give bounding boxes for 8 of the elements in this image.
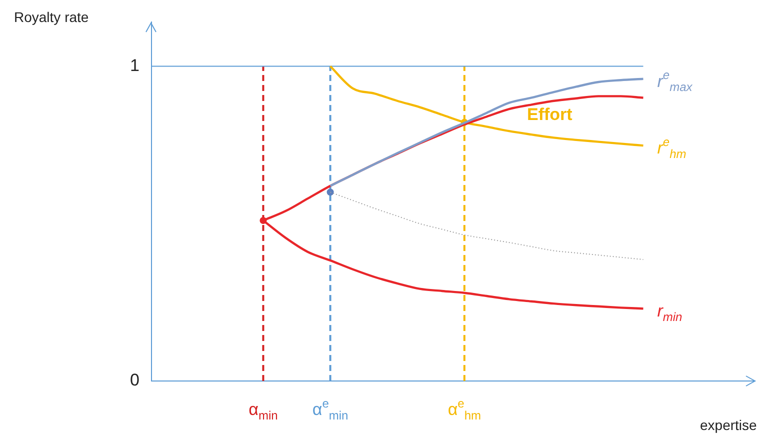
y-tick-label: 1 (130, 56, 140, 75)
line-series (329, 78, 644, 187)
annotation: Effort (527, 105, 573, 124)
line-series (329, 65, 644, 147)
point (326, 188, 334, 196)
x-axis-title: expertise (700, 417, 758, 433)
y-axis-title: Royalty rate (14, 9, 89, 25)
y-tick-label: 0 (130, 370, 140, 390)
